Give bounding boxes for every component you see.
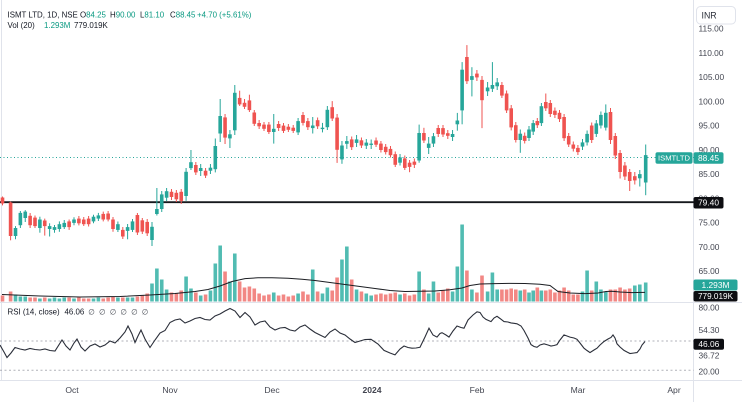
svg-text:20.00: 20.00 bbox=[699, 366, 720, 376]
svg-text:∅: ∅ bbox=[120, 308, 126, 317]
svg-text:Apr: Apr bbox=[667, 385, 681, 395]
svg-text:95.00: 95.00 bbox=[699, 121, 720, 131]
svg-text:779.019K: 779.019K bbox=[698, 292, 734, 301]
svg-text:70.00: 70.00 bbox=[699, 242, 720, 252]
svg-text:115.00: 115.00 bbox=[699, 24, 724, 34]
svg-text:Dec: Dec bbox=[264, 385, 280, 395]
svg-text:O84.25: O84.25 bbox=[80, 10, 106, 19]
svg-text:∅: ∅ bbox=[131, 308, 137, 317]
svg-text:INR: INR bbox=[702, 11, 717, 21]
svg-text:1.293M: 1.293M bbox=[44, 21, 70, 30]
svg-text:79.40: 79.40 bbox=[698, 198, 719, 208]
svg-text:Oct: Oct bbox=[65, 385, 79, 395]
svg-text:90.00: 90.00 bbox=[699, 145, 720, 155]
svg-text:2024: 2024 bbox=[362, 385, 381, 395]
svg-text:∅: ∅ bbox=[99, 308, 105, 317]
svg-text:54.30: 54.30 bbox=[699, 325, 720, 335]
svg-text:ISMTLTD: ISMTLTD bbox=[658, 154, 690, 163]
svg-text:∅: ∅ bbox=[142, 308, 148, 317]
svg-text:C88.45: C88.45 bbox=[170, 10, 196, 19]
svg-text:∅: ∅ bbox=[110, 308, 116, 317]
svg-text:Nov: Nov bbox=[162, 385, 178, 395]
svg-text:H90.00: H90.00 bbox=[110, 10, 136, 19]
svg-text:Feb: Feb bbox=[470, 385, 485, 395]
svg-text:Vol (20): Vol (20) bbox=[8, 21, 36, 30]
svg-text:75.00: 75.00 bbox=[699, 218, 720, 228]
svg-text:1.293M: 1.293M bbox=[702, 280, 730, 290]
svg-text:46.06: 46.06 bbox=[65, 308, 85, 317]
svg-text:88.45: 88.45 bbox=[698, 153, 719, 163]
svg-text:∅: ∅ bbox=[88, 308, 94, 317]
svg-text:36.72: 36.72 bbox=[699, 351, 720, 361]
svg-text:85.00: 85.00 bbox=[699, 169, 720, 179]
svg-text:105.00: 105.00 bbox=[699, 72, 725, 82]
svg-text:110.00: 110.00 bbox=[699, 48, 724, 58]
svg-text:80.00: 80.00 bbox=[699, 302, 720, 312]
svg-text:100.00: 100.00 bbox=[699, 96, 725, 106]
svg-text:Mar: Mar bbox=[571, 385, 586, 395]
svg-text:46.06: 46.06 bbox=[698, 339, 719, 349]
svg-text:RSI (14, close): RSI (14, close) bbox=[8, 308, 61, 317]
svg-text:L81.10: L81.10 bbox=[140, 10, 165, 19]
svg-text:65.00: 65.00 bbox=[699, 266, 720, 276]
svg-text:779.019K: 779.019K bbox=[74, 21, 109, 30]
svg-text:ISMT LTD, 1D, NSE: ISMT LTD, 1D, NSE bbox=[8, 10, 78, 19]
svg-text:+4.70 (+5.61%): +4.70 (+5.61%) bbox=[197, 10, 252, 19]
